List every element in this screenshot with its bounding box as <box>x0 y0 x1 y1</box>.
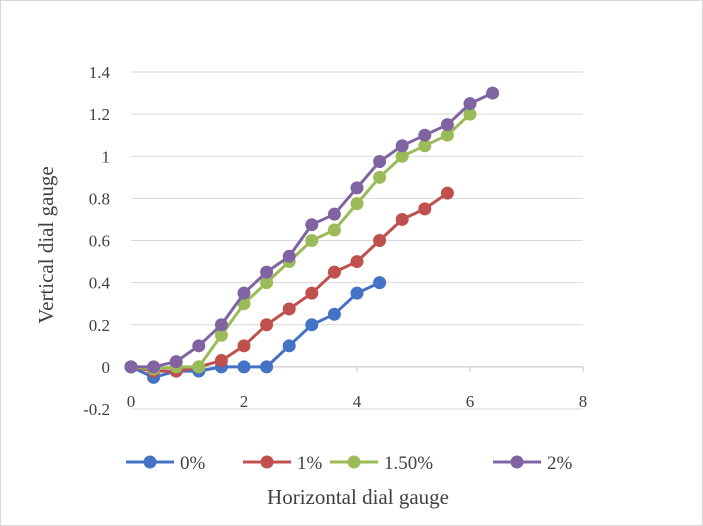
data-point <box>418 128 432 142</box>
data-point <box>350 197 364 211</box>
data-point <box>350 286 364 300</box>
legend-marker <box>143 455 157 469</box>
data-point <box>305 318 319 332</box>
data-point <box>214 354 228 368</box>
data-point <box>395 149 409 163</box>
x-tick-label: 0 <box>127 392 136 411</box>
legend-label: 0% <box>180 453 206 474</box>
legend-entry: 2% <box>493 453 573 474</box>
data-point <box>260 276 274 290</box>
data-point <box>440 118 454 132</box>
data-point <box>395 212 409 226</box>
data-point <box>282 249 296 263</box>
data-point <box>305 234 319 247</box>
data-point <box>237 286 251 300</box>
data-point <box>373 276 387 290</box>
x-axis-title: Horizontal dial gauge <box>267 485 449 509</box>
data-point <box>214 328 228 342</box>
data-point <box>395 139 409 153</box>
legend-entry: 0% <box>126 453 206 474</box>
data-point <box>282 339 296 353</box>
legend-marker <box>260 455 274 469</box>
x-tick-label: 2 <box>240 392 249 411</box>
tick-labels: -0.2 0 0.2 0.4 0.6 0.8 1 1.2 1.4 0 2 4 6 8 <box>83 63 587 419</box>
legend-entry: 1.50% <box>330 453 433 474</box>
y-tick-label: 1.4 <box>89 63 111 82</box>
data-point <box>147 360 161 374</box>
data-point <box>124 360 138 374</box>
series-4 <box>124 86 500 374</box>
legend-label: 2% <box>547 453 573 474</box>
data-point <box>237 360 251 374</box>
data-point <box>486 86 500 100</box>
legend-label: 1.50% <box>384 453 433 474</box>
legend: 0% 1% 1.50% 2% <box>126 453 573 474</box>
y-tick-label: 0.8 <box>89 189 110 208</box>
data-point <box>260 318 274 332</box>
data-point <box>350 181 364 195</box>
data-point <box>192 339 206 353</box>
legend-marker <box>347 455 361 469</box>
y-axis-title: Vertical dial gauge <box>34 166 58 323</box>
x-tick-label: 6 <box>466 392 475 411</box>
data-point <box>373 155 387 169</box>
y-tick-label: 0.4 <box>89 274 111 293</box>
data-point <box>350 255 364 269</box>
data-point <box>327 223 341 237</box>
y-tick-label: -0.2 <box>83 400 110 419</box>
legend-marker <box>510 455 524 469</box>
x-tick-label: 4 <box>353 392 362 411</box>
y-tick-label: 1 <box>102 147 111 166</box>
gridlines <box>131 71 583 410</box>
data-point <box>440 186 454 200</box>
data-point <box>373 170 387 184</box>
data-point <box>327 265 341 279</box>
data-point <box>214 318 228 332</box>
y-tick-label: 0.2 <box>89 316 110 335</box>
data-point <box>260 265 274 279</box>
data-point <box>373 234 387 247</box>
y-tick-label: 1.2 <box>89 105 110 124</box>
series-layer <box>124 86 500 384</box>
data-point <box>192 360 206 374</box>
data-point <box>305 286 319 300</box>
data-point <box>305 218 319 232</box>
data-point <box>418 139 432 153</box>
data-point <box>237 339 251 353</box>
data-point <box>260 360 274 374</box>
data-point <box>169 355 183 369</box>
data-point <box>327 307 341 321</box>
x-tick-label: 8 <box>579 392 588 411</box>
data-point <box>237 297 251 311</box>
y-tick-label: 0 <box>102 358 111 377</box>
data-point <box>418 202 432 216</box>
data-point <box>463 107 477 121</box>
y-tick-label: 0.6 <box>89 232 110 251</box>
legend-entry: 1% <box>243 453 323 474</box>
data-point <box>440 128 454 142</box>
legend-label: 1% <box>297 453 323 474</box>
data-point <box>282 302 296 316</box>
data-point <box>327 207 341 221</box>
data-point <box>463 97 477 111</box>
series-line <box>129 112 472 371</box>
